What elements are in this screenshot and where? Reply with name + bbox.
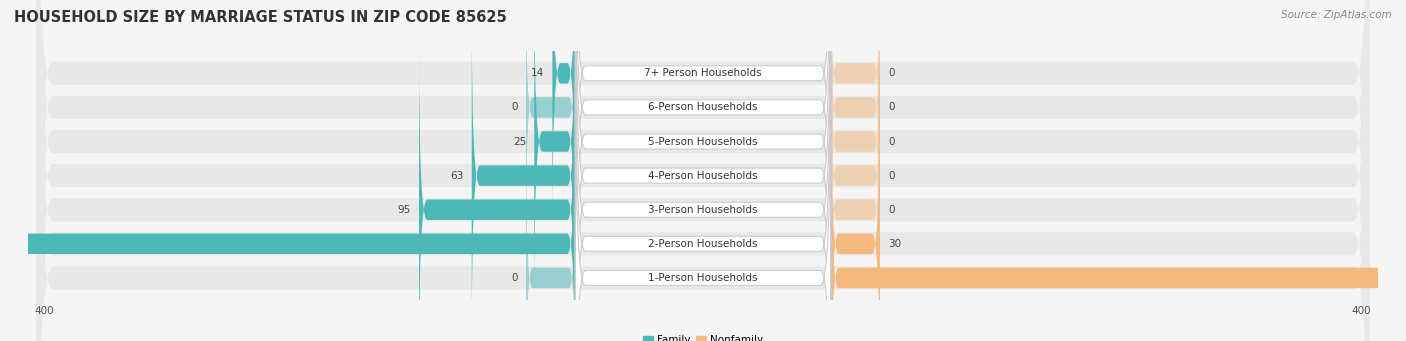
FancyBboxPatch shape — [37, 0, 1369, 341]
Text: 0: 0 — [889, 68, 894, 78]
Text: 30: 30 — [889, 239, 901, 249]
FancyBboxPatch shape — [37, 0, 1369, 341]
Text: 14: 14 — [531, 68, 544, 78]
FancyBboxPatch shape — [831, 84, 880, 341]
Text: 2-Person Households: 2-Person Households — [648, 239, 758, 249]
FancyBboxPatch shape — [831, 0, 880, 234]
FancyBboxPatch shape — [575, 0, 831, 305]
FancyBboxPatch shape — [575, 13, 831, 341]
Text: 6-Person Households: 6-Person Households — [648, 102, 758, 113]
Text: 0: 0 — [889, 102, 894, 113]
FancyBboxPatch shape — [575, 0, 831, 341]
FancyBboxPatch shape — [37, 0, 1369, 341]
Text: 63: 63 — [450, 170, 464, 181]
FancyBboxPatch shape — [37, 0, 1369, 341]
FancyBboxPatch shape — [526, 0, 575, 234]
Text: 0: 0 — [889, 170, 894, 181]
Text: 1-Person Households: 1-Person Households — [648, 273, 758, 283]
FancyBboxPatch shape — [831, 118, 1406, 341]
FancyBboxPatch shape — [575, 47, 831, 341]
Text: 0: 0 — [889, 136, 894, 147]
FancyBboxPatch shape — [575, 0, 831, 270]
Text: 95: 95 — [398, 205, 411, 215]
FancyBboxPatch shape — [534, 0, 575, 302]
Text: 4-Person Households: 4-Person Households — [648, 170, 758, 181]
Text: 0: 0 — [512, 273, 517, 283]
Text: HOUSEHOLD SIZE BY MARRIAGE STATUS IN ZIP CODE 85625: HOUSEHOLD SIZE BY MARRIAGE STATUS IN ZIP… — [14, 10, 506, 25]
FancyBboxPatch shape — [0, 84, 575, 341]
Text: 7+ Person Households: 7+ Person Households — [644, 68, 762, 78]
FancyBboxPatch shape — [526, 152, 575, 341]
Text: 5-Person Households: 5-Person Households — [648, 136, 758, 147]
FancyBboxPatch shape — [37, 0, 1369, 341]
FancyBboxPatch shape — [575, 81, 831, 341]
FancyBboxPatch shape — [472, 15, 575, 336]
FancyBboxPatch shape — [831, 15, 880, 268]
FancyBboxPatch shape — [37, 0, 1369, 341]
Text: 0: 0 — [512, 102, 517, 113]
Text: Source: ZipAtlas.com: Source: ZipAtlas.com — [1281, 10, 1392, 20]
FancyBboxPatch shape — [553, 0, 575, 234]
FancyBboxPatch shape — [419, 49, 575, 341]
FancyBboxPatch shape — [37, 0, 1369, 341]
FancyBboxPatch shape — [831, 49, 880, 302]
FancyBboxPatch shape — [831, 84, 880, 336]
FancyBboxPatch shape — [575, 0, 831, 339]
Legend: Family, Nonfamily: Family, Nonfamily — [638, 331, 768, 341]
Text: 25: 25 — [513, 136, 526, 147]
Text: 3-Person Households: 3-Person Households — [648, 205, 758, 215]
Text: 0: 0 — [889, 205, 894, 215]
FancyBboxPatch shape — [831, 0, 880, 199]
